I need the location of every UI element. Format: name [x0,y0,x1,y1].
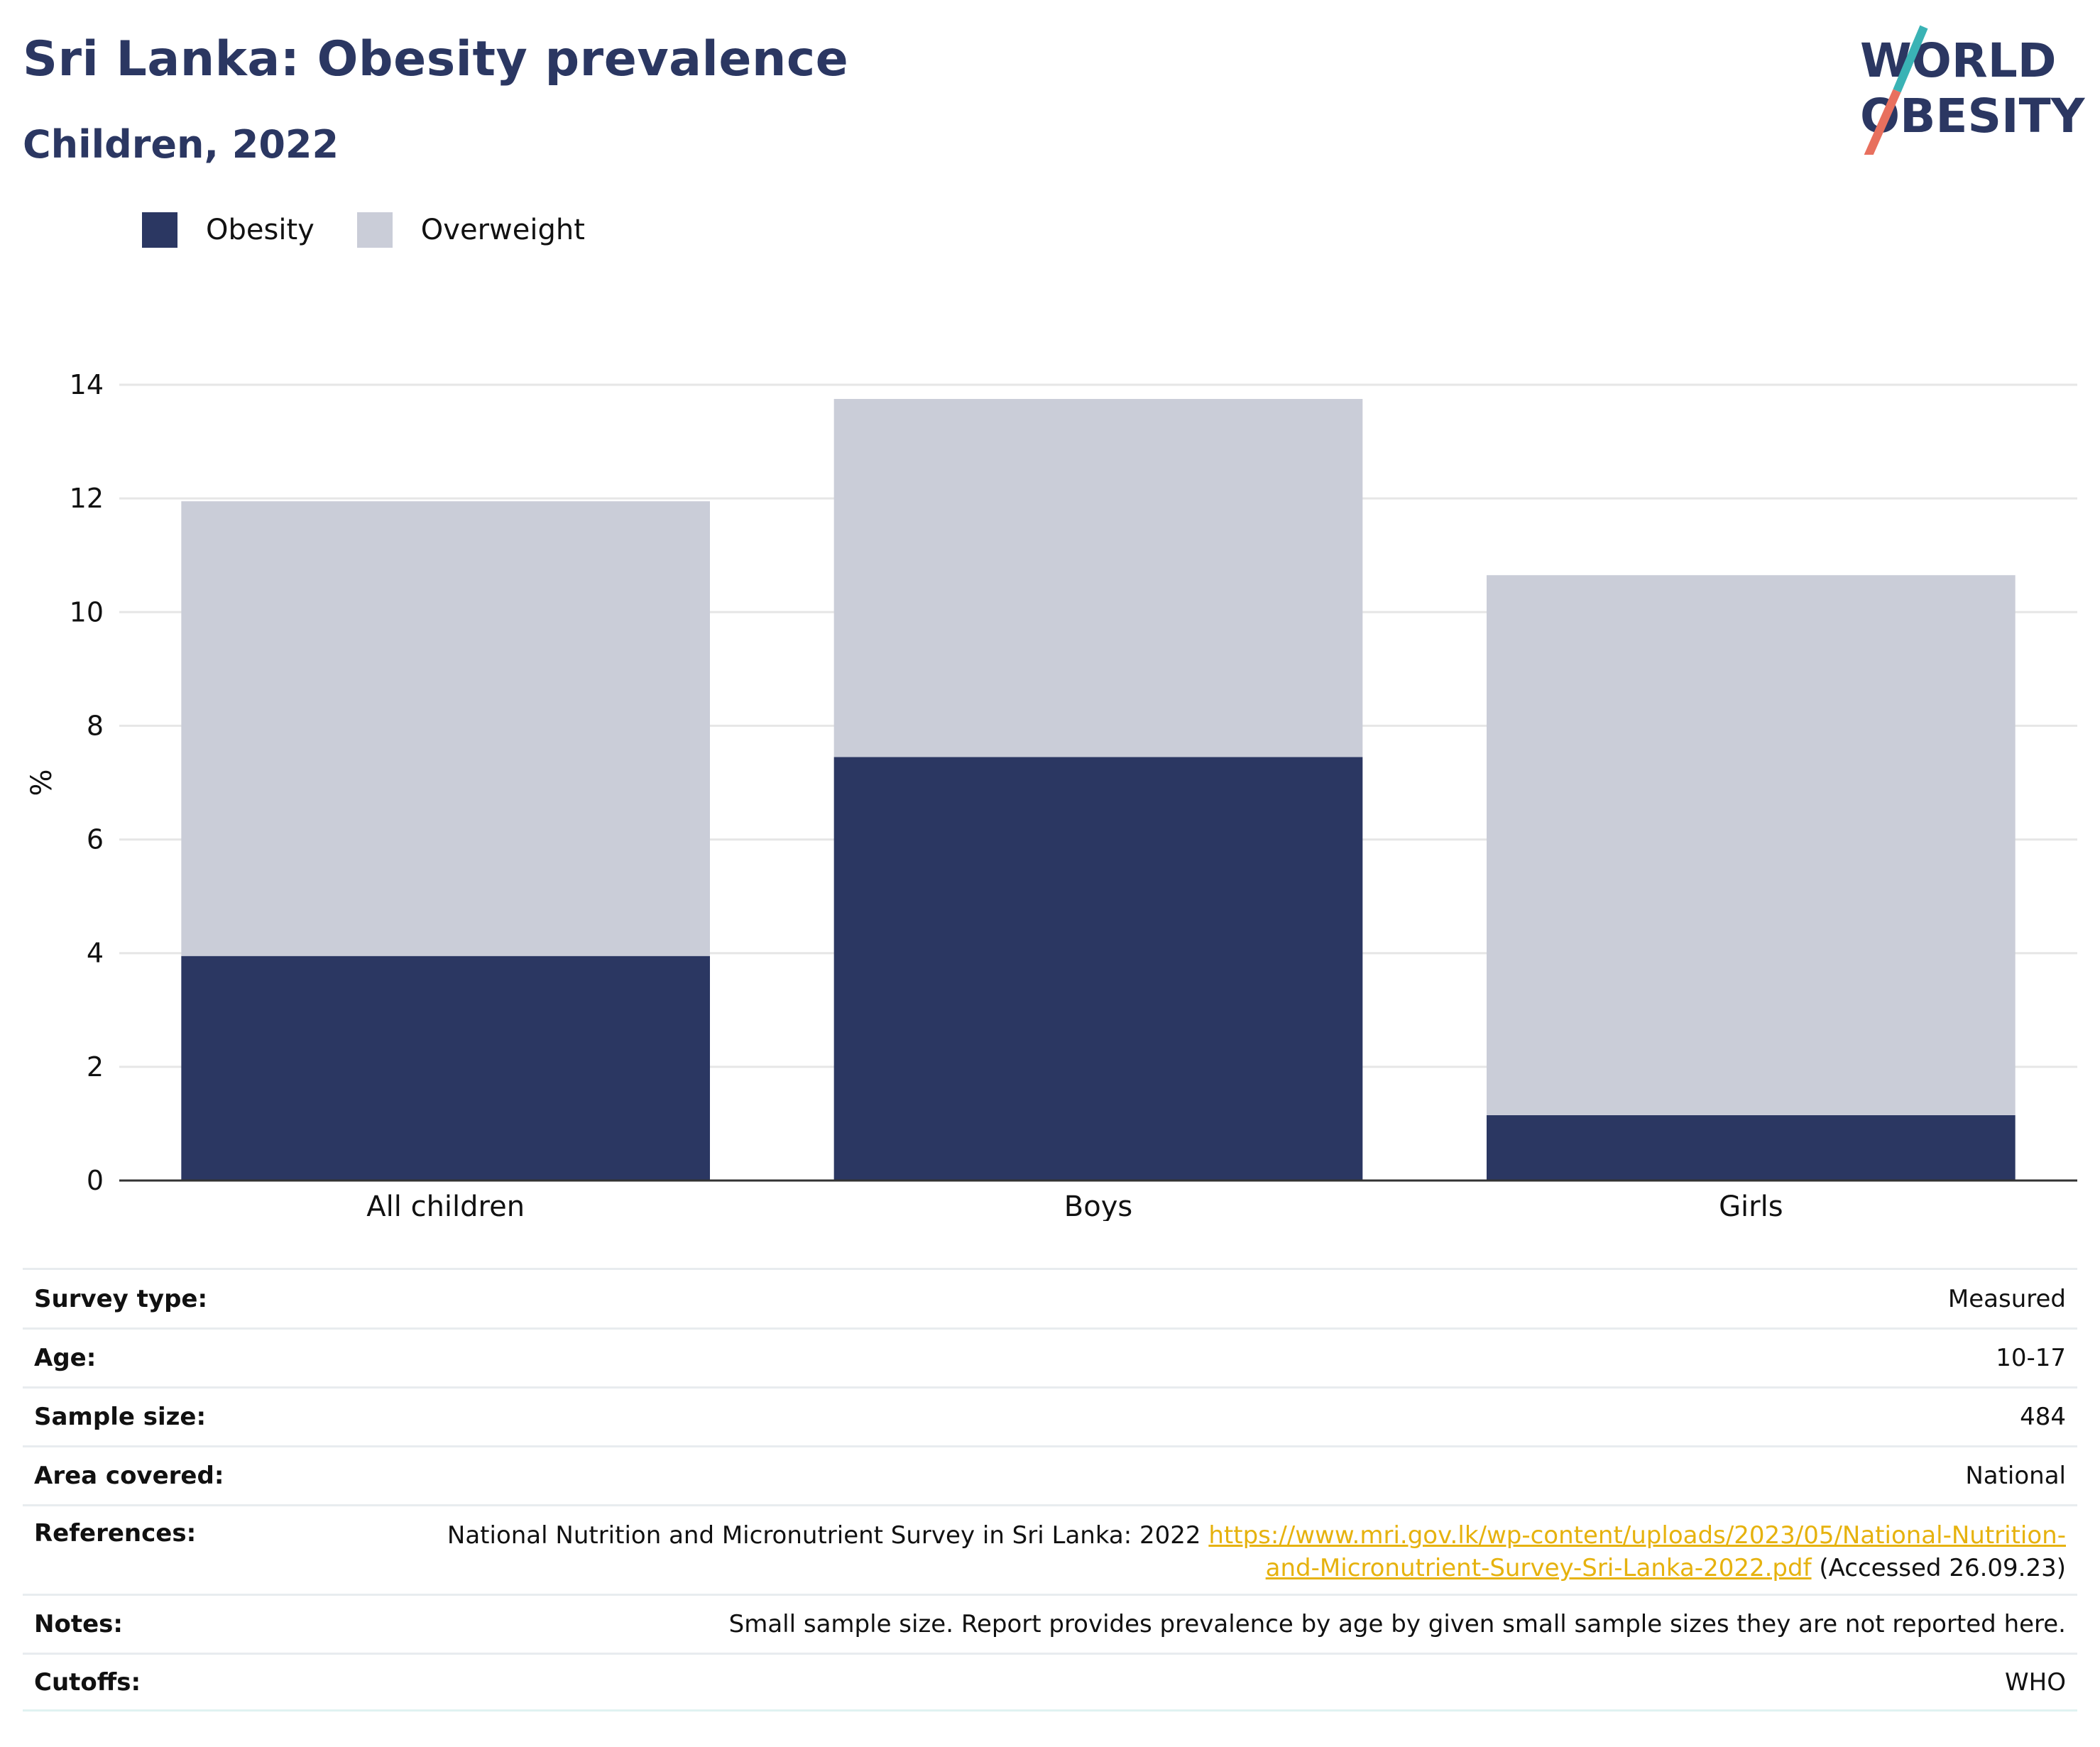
meta-value: Measured [1947,1284,2066,1313]
legend-label-obesity: Obesity [206,214,315,246]
x-tick-label: All children [366,1190,525,1221]
logo-slash-coral [1864,89,1901,155]
legend-label-overweight: Overweight [420,214,585,246]
reference-link-continued[interactable]: and-Micronutrient-Survey-Sri-Lanka-2022.… [1265,1554,1812,1582]
y-tick-label: 8 [87,710,104,741]
chart-legend: Obesity Overweight [142,212,628,248]
meta-value: National [1965,1462,2066,1490]
bar-obesity-girls [1487,1115,2016,1181]
y-tick-label: 4 [87,938,104,969]
stacked-bar-chart: 0 2 4 6 8 10 12 14% All children Boys Girls [26,369,2077,1221]
meta-key: Notes: [34,1610,123,1638]
world-obesity-logo: WORLD OBESITY [1860,25,2086,155]
bar-obesity-all-children [181,955,710,1181]
meta-row-cutoffs: Cutoffs: WHO [23,1653,2077,1712]
x-tick-label: Boys [1064,1190,1132,1221]
legend-item-overweight[interactable]: Overweight [356,212,585,248]
legend-swatch-obesity [142,212,177,248]
meta-key: Area covered: [34,1462,224,1490]
meta-value: 484 [2020,1403,2066,1431]
meta-row-references: References: National Nutrition and Micro… [23,1504,2077,1594]
y-tick-label: 2 [87,1051,104,1083]
legend-item-obesity[interactable]: Obesity [142,212,315,248]
meta-key: Age: [34,1344,97,1372]
page-title: Sri Lanka: Obesity prevalence [23,31,849,87]
meta-value: 10-17 [1996,1344,2066,1372]
meta-row-notes: Notes: Small sample size. Report provide… [23,1594,2077,1653]
survey-details-table: Survey type: Measured Age: 10-17 Sample … [23,1268,2077,1712]
y-tick-label: 0 [87,1165,104,1196]
y-tick-label: 12 [70,483,104,514]
y-tick-label: 6 [87,824,104,855]
meta-row-age: Age: 10-17 [23,1327,2077,1386]
meta-key: References: [34,1519,197,1548]
y-tick-label: 10 [70,596,104,628]
y-tick-label: 14 [70,369,104,400]
meta-key: Cutoffs: [34,1667,141,1697]
bar-overweight-boys [833,399,1363,757]
legend-swatch-overweight [356,212,393,248]
bar-overweight-all-children [181,501,710,956]
meta-row-area-covered: Area covered: National [23,1445,2077,1504]
meta-row-sample-size: Sample size: 484 [23,1386,2077,1445]
logo-text-world: WORLD [1860,33,2057,88]
y-axis-label: % [26,769,58,796]
bar-overweight-girls [1487,575,2016,1115]
meta-key: Sample size: [34,1403,207,1431]
x-tick-label: Girls [1719,1190,1783,1221]
meta-value: National Nutrition and Micronutrient Sur… [447,1519,2066,1584]
reference-accessed: (Accessed 26.09.23) [1811,1554,2066,1582]
meta-row-survey-type: Survey type: Measured [23,1268,2077,1327]
meta-key: Survey type: [34,1284,208,1313]
reference-link[interactable]: https://www.mri.gov.lk/wp-content/upload… [1208,1521,2066,1550]
meta-value: Small sample size. Report provides preva… [728,1610,2066,1638]
reference-text: National Nutrition and Micronutrient Sur… [447,1521,1209,1550]
page-subtitle: Children, 2022 [23,122,339,167]
logo-slash-teal [1893,25,1928,93]
bar-obesity-boys [833,757,1363,1181]
meta-value: WHO [2005,1667,2066,1697]
